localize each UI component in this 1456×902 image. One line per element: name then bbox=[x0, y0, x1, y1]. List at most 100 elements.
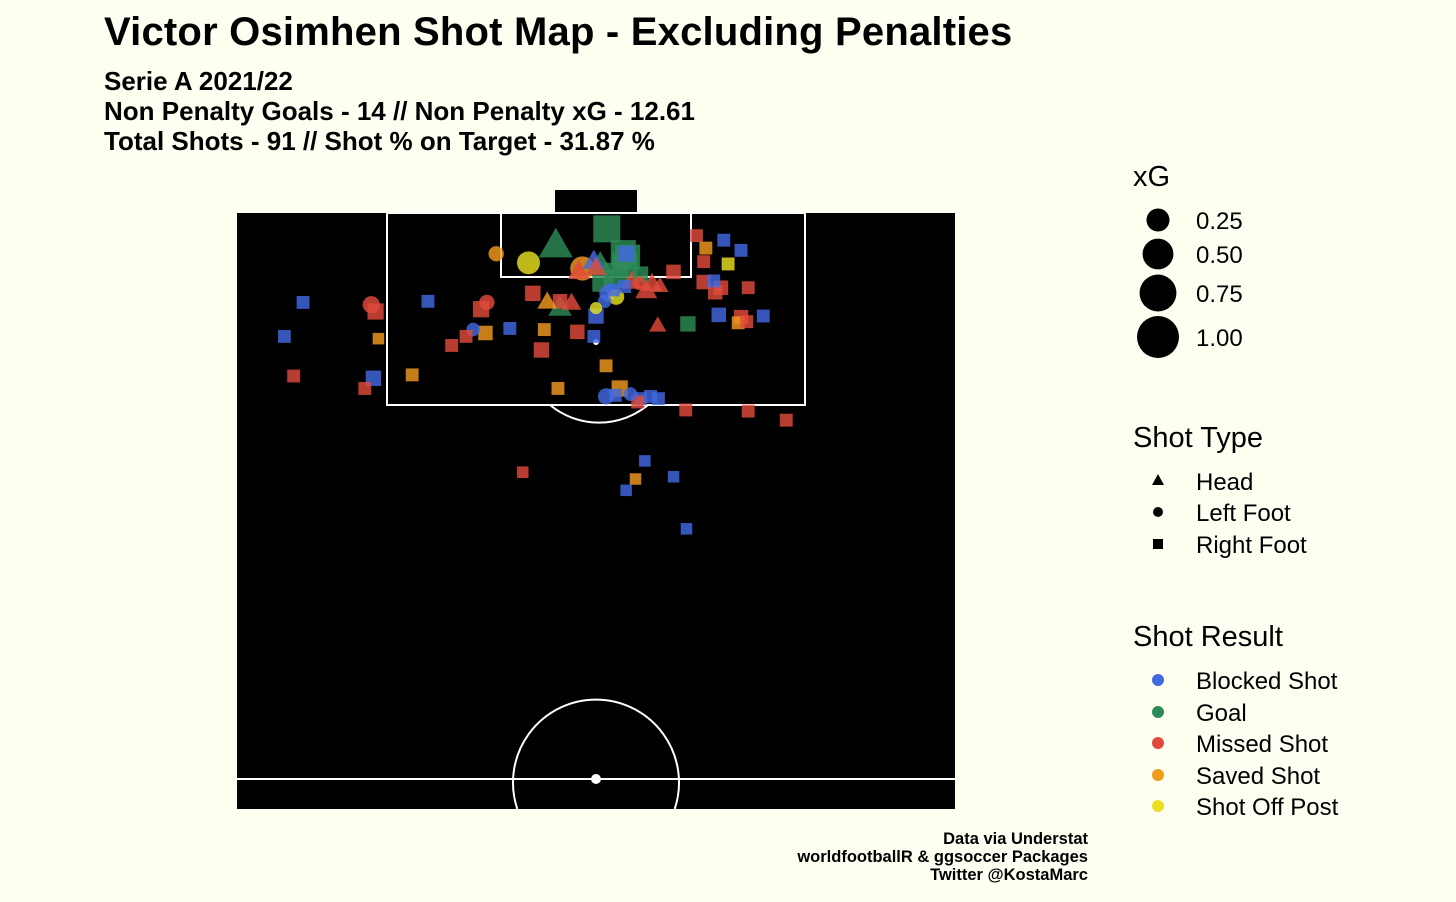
shot-missed-shot-head-17 bbox=[567, 259, 590, 279]
head-icon bbox=[1152, 474, 1164, 485]
shot-missed-shot-right-foot-65 bbox=[445, 339, 459, 352]
shot-saved-shot-right-foot-66 bbox=[372, 332, 385, 345]
shot-missed-shot-right-foot-68 bbox=[287, 369, 301, 383]
legend-xg-key-3 bbox=[1137, 316, 1179, 358]
legend: xG 0.25 0.50 0.75 1.00 Shot Type Head Le… bbox=[1133, 161, 1339, 821]
legend-xg-label-3: 1.00 bbox=[1196, 325, 1243, 352]
subtitle-shots: Total Shots - 91 // Shot % on Target - 3… bbox=[104, 126, 655, 156]
shot-saved-shot-right-foot-73 bbox=[599, 359, 613, 373]
shot-blocked-shot-right-foot-25 bbox=[618, 280, 632, 294]
shot-missed-shot-right-foot-39 bbox=[552, 294, 568, 309]
subtitle-season: Serie A 2021/22 bbox=[104, 66, 293, 96]
shot-saved-shot-left-foot-12 bbox=[488, 246, 504, 262]
legend-xg-label-0: 0.25 bbox=[1196, 208, 1243, 235]
legend-result-key-saved-shot bbox=[1152, 769, 1164, 781]
shot-missed-shot-right-foot-30 bbox=[741, 281, 755, 295]
shot-blocked-shot-right-foot-90 bbox=[620, 484, 632, 497]
shot-missed-shot-right-foot-6 bbox=[697, 255, 711, 269]
legend-result-goal: Goal bbox=[1196, 700, 1247, 727]
shot-missed-shot-left-foot-43 bbox=[479, 294, 495, 311]
shot-blocked-shot-right-foot-82 bbox=[608, 388, 622, 402]
shot-shot-off-post-left-foot-13 bbox=[517, 251, 540, 275]
shot-missed-shot-right-foot-61 bbox=[570, 324, 585, 340]
legend-result-saved: Saved Shot bbox=[1196, 763, 1320, 790]
shot-shot-off-post-left-foot-46 bbox=[589, 301, 603, 315]
goal-frame bbox=[555, 190, 637, 212]
shot-missed-shot-right-foot-54 bbox=[740, 315, 754, 329]
shot-missed-shot-right-foot-29 bbox=[707, 284, 723, 300]
shot-missed-shot-left-foot-57 bbox=[362, 296, 380, 314]
shot-blocked-shot-right-foot-53 bbox=[711, 307, 727, 323]
shot-blocked-shot-left-foot-81 bbox=[623, 387, 638, 401]
legend-result-key-goal bbox=[1152, 706, 1164, 718]
legend-shot-type-left-foot: Left Foot bbox=[1196, 500, 1291, 527]
shot-goal-right-foot-49 bbox=[680, 316, 696, 332]
shot-blocked-shot-right-foot-27 bbox=[707, 274, 721, 288]
shot-saved-shot-right-foot-60 bbox=[537, 323, 551, 337]
chart-title: Victor Osimhen Shot Map - Excluding Pena… bbox=[104, 10, 1013, 54]
shot-missed-shot-right-foot-78 bbox=[679, 403, 693, 417]
shot-blocked-shot-right-foot-76 bbox=[652, 392, 665, 406]
caption-twitter: Twitter @KostaMarc bbox=[930, 866, 1088, 884]
legend-shot-type-head: Head bbox=[1196, 469, 1253, 496]
shot-blocked-shot-left-foot-37 bbox=[597, 294, 612, 309]
shot-missed-shot-right-foot-31 bbox=[666, 264, 681, 280]
shot-missed-shot-right-foot-42 bbox=[525, 285, 541, 302]
shot-saved-shot-right-foot-88 bbox=[629, 473, 642, 485]
penalty-arc bbox=[549, 404, 649, 424]
legend-shot-type-right-foot: Right Foot bbox=[1196, 532, 1307, 559]
shot-blocked-shot-right-foot-59 bbox=[503, 322, 517, 335]
shot-blocked-shot-right-foot-2 bbox=[717, 233, 731, 247]
legend-result-off-post: Shot Off Post bbox=[1196, 794, 1339, 821]
shot-missed-shot-head-18 bbox=[585, 256, 607, 276]
shot-blocked-shot-right-foot-67 bbox=[277, 329, 291, 343]
shot-blocked-shot-right-foot-45 bbox=[421, 294, 435, 308]
legend-shot-result-title: Shot Result bbox=[1133, 621, 1283, 653]
legend-result-key-missed-shot bbox=[1152, 737, 1164, 749]
legend-xg-key-0 bbox=[1146, 208, 1170, 232]
shot-blocked-shot-right-foot-86 bbox=[639, 455, 651, 467]
legend-xg-title: xG bbox=[1133, 161, 1170, 193]
shot-saved-shot-right-foot-70 bbox=[405, 368, 419, 382]
legend-xg-key-1 bbox=[1142, 238, 1174, 270]
shot-missed-shot-right-foot-71 bbox=[358, 382, 372, 395]
legend-xg-label-2: 0.75 bbox=[1196, 281, 1243, 308]
shot-blocked-shot-right-foot-4 bbox=[734, 243, 748, 257]
left-foot-icon bbox=[1153, 507, 1163, 517]
legend-xg-key-2 bbox=[1139, 274, 1177, 312]
shot-missed-shot-head-24 bbox=[651, 276, 669, 292]
shot-missed-shot-right-foot-3 bbox=[690, 229, 703, 243]
caption-packages: worldfootballR & ggsoccer Packages bbox=[797, 848, 1088, 866]
shot-saved-shot-right-foot-5 bbox=[699, 241, 713, 255]
legend-result-key-shot-off-post bbox=[1152, 800, 1164, 812]
centre-circle bbox=[512, 698, 680, 810]
shot-goal-head-1 bbox=[538, 227, 573, 258]
shot-saved-shot-right-foot-63 bbox=[478, 325, 493, 341]
shot-missed-shot-head-48 bbox=[649, 316, 667, 332]
caption-source: Data via Understat bbox=[943, 830, 1088, 848]
right-foot-icon bbox=[1153, 539, 1163, 549]
legend-shot-type-title: Shot Type bbox=[1133, 422, 1263, 454]
shot-missed-shot-left-foot-22 bbox=[632, 276, 646, 291]
shot-saved-shot-head-40 bbox=[537, 291, 557, 309]
legend-result-blocked: Blocked Shot bbox=[1196, 668, 1338, 695]
shot-missed-shot-right-foot-85 bbox=[779, 413, 793, 427]
shot-blocked-shot-right-foot-62 bbox=[587, 329, 601, 343]
shots-layer bbox=[277, 215, 793, 535]
legend-xg-label-1: 0.50 bbox=[1196, 242, 1243, 269]
shot-blocked-shot-right-foot-10 bbox=[618, 245, 635, 262]
shot-goal-right-foot-0 bbox=[593, 215, 621, 243]
shot-shot-off-post-right-foot-7 bbox=[721, 257, 735, 271]
shot-blocked-shot-right-foot-34 bbox=[606, 283, 620, 297]
shot-missed-shot-right-foot-72 bbox=[533, 342, 550, 358]
shot-blocked-shot-right-foot-91 bbox=[680, 523, 693, 535]
shot-saved-shot-right-foot-83 bbox=[551, 382, 565, 395]
shot-blocked-shot-right-foot-87 bbox=[667, 471, 680, 483]
shot-missed-shot-right-foot-84 bbox=[741, 404, 755, 418]
legend-result-key-blocked-shot bbox=[1152, 674, 1164, 686]
shot-missed-shot-right-foot-89 bbox=[517, 466, 529, 478]
shot-blocked-shot-right-foot-50 bbox=[756, 309, 770, 323]
subtitle-goals-xg: Non Penalty Goals - 14 // Non Penalty xG… bbox=[104, 96, 695, 126]
centre-spot bbox=[591, 774, 601, 784]
shot-missed-shot-right-foot-64 bbox=[459, 329, 473, 343]
